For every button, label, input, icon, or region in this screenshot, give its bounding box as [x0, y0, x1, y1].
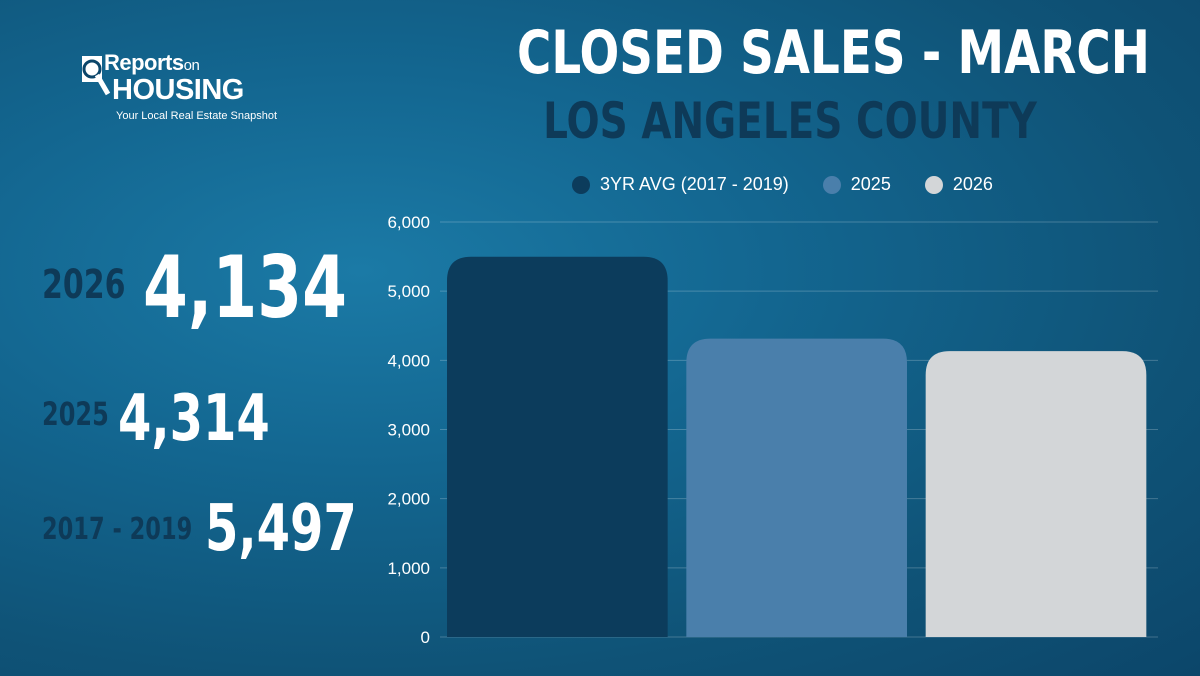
legend-swatch-2025 [822, 175, 841, 194]
legend-item-2025: 2025 [822, 174, 891, 195]
y-tick-label: 1,000 [387, 559, 430, 578]
stat-label-2017-2019: 2017 - 2019 [42, 512, 193, 547]
brand-tagline: Your Local Real Estate Snapshot [116, 110, 278, 122]
brand-name-main: HOUSING [112, 74, 244, 106]
stat-label-2025: 2025 [42, 395, 109, 433]
y-tick-label: 2,000 [387, 490, 430, 509]
legend-item-2026: 2026 [924, 174, 993, 195]
brand-name-top: Reportson [104, 50, 200, 75]
chart-legend: 3YR AVG (2017 - 2019) 2025 2026 [572, 174, 993, 195]
legend-label-2026: 2026 [952, 174, 993, 194]
magnifier-house-icon [82, 56, 111, 96]
legend-swatch-2026 [924, 175, 943, 194]
chart-title: CLOSED SALES - MARCH [517, 18, 1150, 88]
legend-swatch-avg [572, 175, 590, 194]
y-tick-label: 0 [421, 628, 430, 647]
stat-label-2026: 2026 [42, 262, 126, 308]
brand-logo: Reportson HOUSING Your Local Real Estate… [78, 46, 298, 130]
bar-avg [447, 256, 668, 637]
bar-2026 [925, 351, 1147, 637]
stat-value-2017-2019: 5,497 [205, 492, 357, 566]
y-tick-label: 4,000 [387, 351, 430, 370]
y-tick-label: 3,000 [387, 421, 430, 440]
legend-item-avg: 3YR AVG (2017 - 2019) [572, 174, 789, 195]
y-tick-label: 6,000 [387, 213, 430, 232]
stat-value-2025: 4,314 [118, 382, 270, 456]
legend-label-avg: 3YR AVG (2017 - 2019) [600, 174, 789, 194]
bar-2025 [686, 338, 907, 637]
legend-label-2025: 2025 [850, 174, 891, 194]
y-tick-label: 5,000 [387, 282, 430, 301]
chart-subtitle: LOS ANGELES COUNTY [543, 92, 1037, 150]
stat-value-2026: 4,134 [143, 238, 348, 338]
